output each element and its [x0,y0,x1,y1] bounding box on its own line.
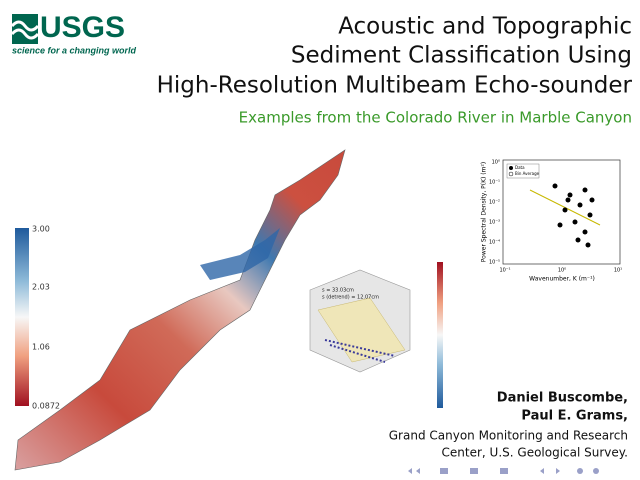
logo-tagline: science for a changing world [12,45,137,55]
author: Paul E. Grams, [521,409,628,424]
colorbar [15,228,29,406]
logo: USGS science for a changing world [10,11,137,55]
decoration [408,468,420,474]
y-tick-label: 10⁻³ [489,220,500,226]
x-tick-label: 10¹ [614,268,622,274]
decoration [540,468,560,474]
decoration [585,242,591,248]
x-axis-label: Wavenumber, K (m⁻¹) [529,276,595,283]
colorbar-label: 0.0872 [32,402,60,411]
river-map [14,149,346,471]
decoration [562,207,568,213]
y-axis-label: Power Spectral Density, P(K) (m²) [481,162,488,262]
decoration [567,192,573,198]
decoration [582,229,588,235]
affiliation-line: Grand Canyon Monitoring and Research [389,429,628,443]
y-tick-label: 10⁻⁴ [489,240,500,246]
colorbar-label: 3.00 [32,225,50,234]
annotation: s = 33.03cm [322,288,354,294]
decoration [577,202,583,208]
title-line: High-Resolution Multibeam Echo-sounder [157,73,633,99]
decoration [440,468,448,474]
decoration [577,468,583,474]
x-tick-label: 10⁻¹ [499,268,510,274]
annotation: s (detrend) = 12.07cm [322,295,379,301]
spectrum-figure: Data Bin Average 10⁰ 10⁻¹ 10⁻² 10⁻³ 10⁻⁴… [481,160,623,283]
y-tick-label: 10⁰ [492,160,500,166]
decoration [575,237,581,243]
decoration [565,197,571,203]
y-tick-label: 10⁻¹ [489,180,500,186]
legend-entry: Bin Average [515,171,540,176]
decoration [572,219,578,225]
y-tick-label: 10⁻⁵ [489,260,500,266]
author: Daniel Buscombe, [497,391,628,406]
title-line: Sediment Classification Using [291,43,632,69]
decoration [552,183,595,248]
decoration [582,187,588,193]
decoration [587,212,593,218]
decoration [500,468,508,474]
x-tick-label: 10⁰ [558,268,566,274]
surface-figure: s = 33.03cm s (detrend) = 12.07cm [309,262,443,408]
decoration [437,262,443,408]
decoration [508,171,514,177]
decoration [470,468,478,474]
decoration [557,222,563,228]
nav-symbols[interactable] [408,468,599,474]
decoration [589,197,595,203]
decoration [593,468,599,474]
subtitle: Examples from the Colorado River in Marb… [239,109,632,127]
decoration [10,20,40,40]
colorbar-label: 2.03 [32,283,50,292]
logo-name: USGS [40,11,125,44]
affiliation-line: Center, U.S. Geological Survey. [442,446,628,460]
decoration [552,183,558,189]
colorbar-label: 1.06 [32,343,50,352]
decoration [317,297,406,363]
title-line: Acoustic and Topographic [338,14,632,40]
decoration [324,339,396,363]
decoration [509,166,513,170]
y-tick-label: 10⁻² [489,200,500,206]
legend-entry: Data [515,165,525,170]
river-deep [200,228,280,280]
decoration [506,163,540,179]
